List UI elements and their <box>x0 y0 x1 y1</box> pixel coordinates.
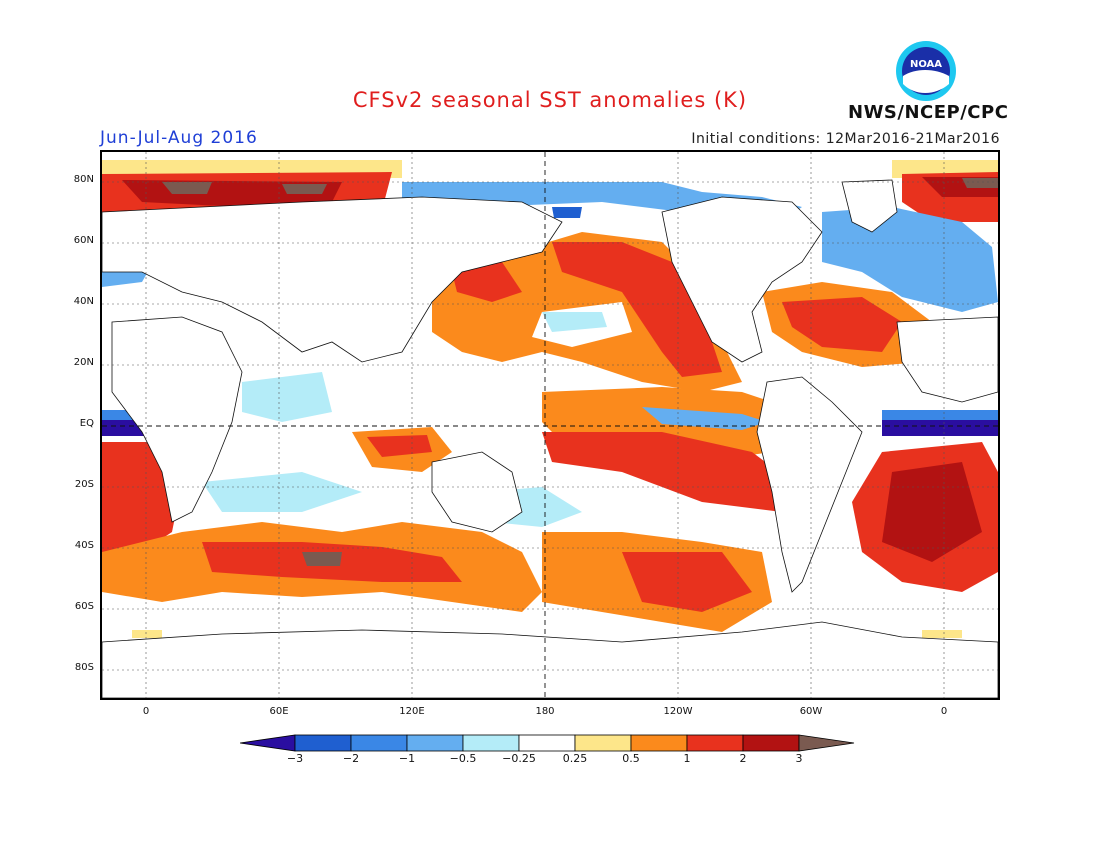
map-gridlines <box>102 152 998 698</box>
lon-label-180: 180 <box>535 706 555 717</box>
colorbar-tick-label: 3 <box>795 752 803 765</box>
initial-conditions: Initial conditions: 12Mar2016-21Mar2016 <box>691 131 1000 147</box>
lon-label-120e: 120E <box>399 706 425 717</box>
colorbar-tick-label: 1 <box>683 752 691 765</box>
lat-label-40n: 40N <box>73 296 94 307</box>
colorbar-swatch <box>462 734 520 752</box>
colorbar-swatch <box>686 734 744 752</box>
logo-text: NOAA <box>910 59 942 70</box>
continent-outlines <box>102 179 998 698</box>
north-america <box>661 196 823 363</box>
forecast-period: Jun-Jul-Aug 2016 <box>100 128 258 148</box>
colorbar-swatch <box>294 734 352 752</box>
colorbar-tick-label: 2 <box>739 752 747 765</box>
colorbar-swatch <box>630 734 688 752</box>
lon-label-0-east: 0 <box>940 706 948 717</box>
colorbar-tick-label: −2 <box>342 752 360 765</box>
chart-title: CFSv2 seasonal SST anomalies (K) <box>352 88 748 112</box>
lon-label-120w: 120W <box>663 706 693 717</box>
colorbar-tick-label: −3 <box>286 752 304 765</box>
colorbar-swatch <box>406 734 464 752</box>
lat-label-eq: EQ <box>79 418 94 429</box>
eurasia <box>102 196 563 363</box>
lon-label-0-west: 0 <box>142 706 150 717</box>
colorbar <box>239 734 862 756</box>
colorbar-tick-label: −0.5 <box>449 752 477 765</box>
antarctica <box>102 621 998 698</box>
africa <box>111 316 243 523</box>
colorbar-swatch <box>574 734 632 752</box>
colorbar-tick-label: 0.25 <box>562 752 588 765</box>
lat-label-20n: 20N <box>73 357 94 368</box>
colorbar-swatch <box>518 734 576 752</box>
map-canvas <box>102 152 998 698</box>
south-america <box>756 376 863 593</box>
colorbar-tick-label: 0.5 <box>622 752 640 765</box>
colorbar-tick-label: −0.25 <box>502 752 536 765</box>
lat-label-60n: 60N <box>73 235 94 246</box>
colorbar-swatch <box>350 734 408 752</box>
lat-label-60s: 60S <box>74 601 94 612</box>
agency-label: NWS/NCEP/CPC <box>848 102 1009 123</box>
colorbar-arrow-max <box>798 734 855 752</box>
lat-label-40s: 40S <box>74 540 94 551</box>
colorbar-arrow-min <box>239 734 296 752</box>
australia <box>431 451 523 533</box>
lat-label-80n: 80N <box>73 174 94 185</box>
lat-label-20s: 20S <box>74 479 94 490</box>
colorbar-tick-label: −1 <box>398 752 416 765</box>
noaa-logo: NOAA <box>895 40 957 102</box>
lat-label-80s: 80S <box>74 662 94 673</box>
sst-anomaly-map <box>100 150 1000 700</box>
lon-label-60e: 60E <box>269 706 289 717</box>
lon-label-60w: 60W <box>799 706 823 717</box>
colorbar-swatch <box>742 734 800 752</box>
